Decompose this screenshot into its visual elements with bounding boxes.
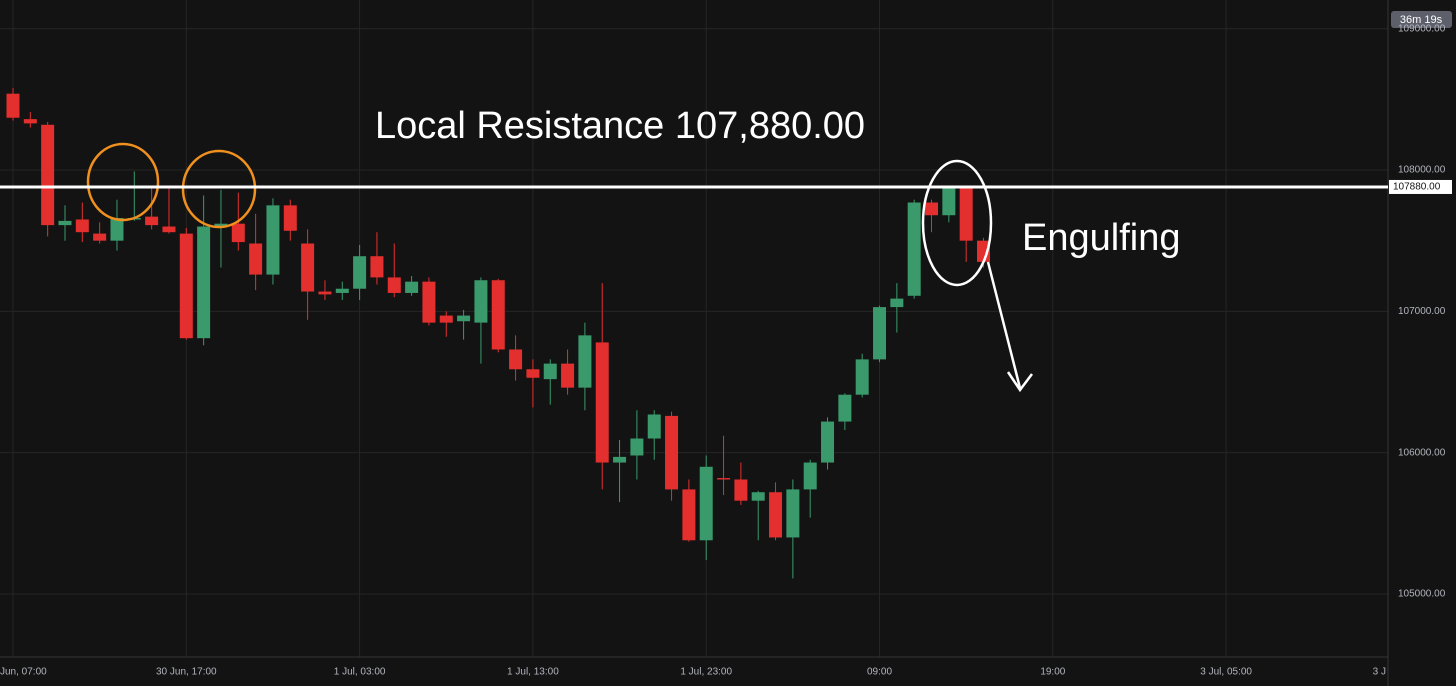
candle-body bbox=[335, 288, 349, 293]
candle-body bbox=[873, 307, 887, 360]
candle-body bbox=[474, 280, 488, 323]
candle-body bbox=[751, 492, 765, 501]
candle-body bbox=[6, 93, 20, 118]
candle-body bbox=[370, 256, 384, 278]
resistance-price-box bbox=[1389, 179, 1452, 194]
x-tick-label: 3 Jul, 05:00 bbox=[1200, 667, 1252, 678]
arrow bbox=[986, 261, 1033, 393]
candle-body bbox=[405, 281, 419, 293]
candle-body bbox=[613, 456, 627, 463]
x-tick-label: 3 J bbox=[1373, 667, 1386, 678]
candle-body bbox=[266, 205, 280, 275]
y-tick-label: 106000.00 bbox=[1398, 447, 1446, 458]
candle-body bbox=[665, 415, 679, 490]
candle-body bbox=[942, 188, 956, 216]
y-tick-label: 109000.00 bbox=[1398, 23, 1446, 34]
x-tick-label: 19:00 bbox=[1040, 667, 1065, 678]
candle-body bbox=[301, 243, 315, 292]
x-tick-label: 1 Jul, 13:00 bbox=[507, 667, 559, 678]
candle-body bbox=[578, 335, 592, 388]
candle-body bbox=[387, 277, 401, 293]
countdown: 36m 19s bbox=[1400, 14, 1443, 26]
candle-body bbox=[93, 233, 107, 241]
candle-body bbox=[318, 291, 332, 295]
candle-body bbox=[803, 462, 817, 490]
candle-body bbox=[231, 223, 245, 243]
candle-body bbox=[58, 220, 72, 226]
candle-body bbox=[959, 188, 973, 241]
annotation: Local Resistance 107,880.00 bbox=[375, 105, 865, 147]
x-tick-label: 1 Jul, 23:00 bbox=[680, 667, 732, 678]
highlight-circle bbox=[181, 149, 257, 229]
candle-body bbox=[197, 226, 211, 339]
candle-body bbox=[353, 256, 367, 289]
x-tick-label: Jun, 07:00 bbox=[0, 667, 47, 678]
candle-body bbox=[561, 363, 575, 388]
candle-body bbox=[699, 466, 713, 541]
candle-body bbox=[595, 342, 609, 463]
candle-body bbox=[214, 223, 228, 227]
candle-body bbox=[41, 124, 55, 226]
candle-body bbox=[769, 492, 783, 538]
resistance-price-label: 107880.00 bbox=[1393, 182, 1441, 193]
candle-body bbox=[734, 479, 748, 501]
candle-body bbox=[925, 202, 939, 216]
candle-body bbox=[855, 359, 869, 395]
y-tick-label: 107000.00 bbox=[1398, 306, 1446, 317]
candle-body bbox=[110, 218, 124, 241]
highlight-circle bbox=[86, 142, 160, 222]
candle-body bbox=[717, 478, 731, 480]
candle-body bbox=[179, 233, 193, 339]
candle-body bbox=[907, 202, 921, 296]
candle-body bbox=[890, 298, 904, 308]
candle-body bbox=[821, 421, 835, 463]
x-tick-label: 30 Jun, 17:00 bbox=[156, 667, 217, 678]
y-tick-label: 105000.00 bbox=[1398, 589, 1446, 600]
x-tick-label: 09:00 bbox=[867, 667, 892, 678]
candle-body bbox=[457, 315, 471, 322]
candle-body bbox=[491, 280, 505, 350]
candle-body bbox=[145, 216, 159, 226]
candle-body bbox=[509, 349, 523, 370]
candle-body bbox=[786, 489, 800, 538]
candle-body bbox=[249, 243, 263, 275]
annotation: Engulfing bbox=[1022, 217, 1180, 259]
candle-body bbox=[630, 438, 644, 456]
candle-body bbox=[838, 394, 852, 422]
candle-body bbox=[526, 369, 540, 378]
candle-body bbox=[23, 119, 37, 124]
x-tick-label: 1 Jul, 03:00 bbox=[334, 667, 386, 678]
candle-body bbox=[543, 363, 557, 380]
candle-body bbox=[75, 219, 89, 233]
candle-body bbox=[439, 315, 453, 323]
candle-body bbox=[283, 205, 297, 231]
candle-body bbox=[162, 226, 176, 233]
countdown-badge bbox=[1391, 11, 1452, 28]
candle-body bbox=[682, 489, 696, 541]
y-tick-label: 108000.00 bbox=[1398, 165, 1446, 176]
candles bbox=[6, 88, 991, 579]
highlight-circle bbox=[921, 159, 993, 287]
candle-body bbox=[422, 281, 436, 323]
candle-body bbox=[647, 414, 661, 439]
